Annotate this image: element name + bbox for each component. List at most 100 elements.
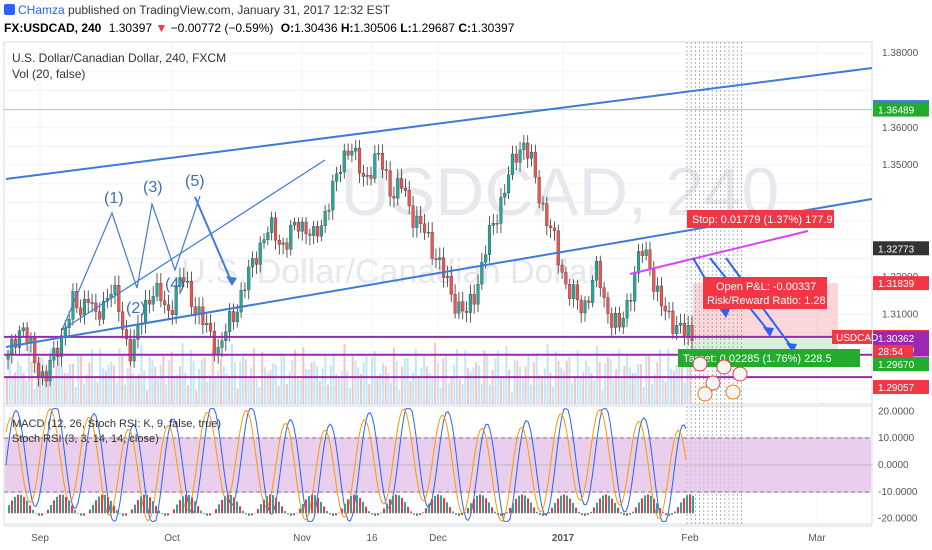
macd-histogram-bar: [602, 495, 604, 514]
flag-icon[interactable]: [692, 356, 708, 372]
volume-bar: [269, 370, 272, 404]
volume-bar: [313, 360, 316, 404]
macd-histogram-bar: [479, 494, 481, 514]
volume-bar: [664, 381, 667, 404]
volume-bar: [44, 379, 47, 404]
volume-bar: [620, 378, 623, 404]
candle-body: [510, 153, 514, 175]
candle-body: [602, 287, 606, 298]
flag-icon[interactable]: [725, 384, 741, 400]
macd-histogram-bar: [308, 496, 310, 514]
candle-body: [155, 282, 159, 297]
low-label: L:: [400, 21, 412, 35]
low-value: 1.29687: [411, 21, 455, 35]
volume-bar: [321, 368, 324, 404]
volume-bar: [379, 373, 382, 404]
macd-histogram-bar: [440, 495, 442, 514]
macd-histogram-bar: [14, 496, 16, 514]
candle-body: [422, 223, 427, 233]
flag-icon[interactable]: [705, 375, 721, 391]
macd-histogram-bar: [623, 513, 625, 515]
volume-bar: [376, 376, 379, 404]
volume-bar: [36, 364, 39, 404]
volume-bar: [502, 376, 505, 404]
macd-histogram-bar: [140, 496, 142, 514]
volume-bar: [140, 345, 143, 404]
arrow-head-icon: [226, 276, 237, 286]
macd-histogram-bar: [80, 513, 82, 516]
volume-bar: [392, 347, 395, 404]
candle-body: [243, 289, 247, 292]
countdown-label: 28:54: [878, 347, 903, 358]
volume-bar: [33, 389, 36, 404]
macd-histogram-bar: [518, 495, 520, 514]
volume-bar: [110, 361, 113, 404]
volume-bar: [368, 383, 371, 404]
volume-bar: [167, 360, 170, 404]
macd-histogram-bar: [101, 494, 103, 514]
high-label: H:: [340, 21, 354, 35]
macd-histogram-bar: [167, 513, 169, 516]
candle-body: [101, 300, 106, 320]
volume-bar: [499, 378, 502, 404]
macd-histogram-bar: [683, 498, 685, 514]
macd-histogram-bar: [671, 513, 673, 515]
candle-body: [358, 147, 362, 174]
candle-body: [380, 153, 385, 170]
macd-histogram-bar: [449, 507, 451, 514]
macd-histogram-bar: [191, 497, 193, 514]
macd-histogram-bar: [362, 501, 364, 514]
volume-bar: [134, 377, 137, 404]
macd-histogram-bar: [593, 507, 595, 514]
candle-body: [487, 225, 492, 255]
flag-icon[interactable]: [697, 386, 713, 402]
volume-bar: [653, 374, 656, 404]
price-tag-label: 1.29670: [878, 360, 915, 371]
macd-histogram-bar: [314, 495, 316, 514]
flag-icon[interactable]: [732, 366, 748, 382]
ohlc-line: FX:USDCAD, 240 1.30397 ▼ −0.00772 (−0.59…: [4, 21, 514, 35]
indicator-tick-label: 10.0000: [878, 433, 915, 444]
candle-body: [289, 224, 293, 250]
volume-bar: [541, 375, 544, 404]
volume-bar: [678, 361, 681, 404]
volume-bar: [648, 355, 651, 404]
macd-histogram-bar: [41, 513, 43, 516]
candle-body: [526, 142, 530, 159]
volume-bar: [683, 382, 686, 404]
candle-body: [575, 284, 579, 301]
volume-bar: [241, 356, 244, 404]
candle-body: [365, 175, 369, 177]
macd-histogram-bar: [113, 505, 115, 514]
volume-bar: [14, 371, 17, 404]
volume-bar: [299, 379, 302, 404]
event-icons[interactable]: [692, 356, 748, 402]
macd-histogram-bar: [686, 495, 688, 514]
volume-bar: [560, 367, 563, 404]
wave-channel-line: [61, 159, 326, 331]
volume-bar: [381, 363, 384, 404]
volume-bar: [277, 385, 280, 404]
author-name[interactable]: CHamza: [18, 3, 65, 17]
volume-bar: [327, 384, 330, 404]
volume-bar: [686, 347, 689, 404]
x-tick-label: Dec: [429, 533, 447, 544]
volume-bar: [244, 359, 247, 404]
macd-histogram-bar: [509, 507, 511, 514]
candle-body: [571, 284, 576, 299]
macd-histogram-bar: [122, 513, 124, 516]
volume-bar: [96, 382, 99, 404]
volume-bar: [115, 382, 118, 404]
candle-body: [400, 178, 404, 189]
volume-bar: [439, 387, 442, 404]
macd-histogram-bar: [320, 501, 322, 514]
volume-bar: [285, 384, 288, 404]
candle-body: [56, 347, 60, 357]
candle-body: [617, 313, 621, 328]
candle-body: [151, 296, 155, 305]
candle-body: [296, 221, 300, 232]
flag-icon[interactable]: [716, 359, 732, 375]
candle-body: [564, 272, 568, 285]
candle-body: [37, 362, 41, 377]
